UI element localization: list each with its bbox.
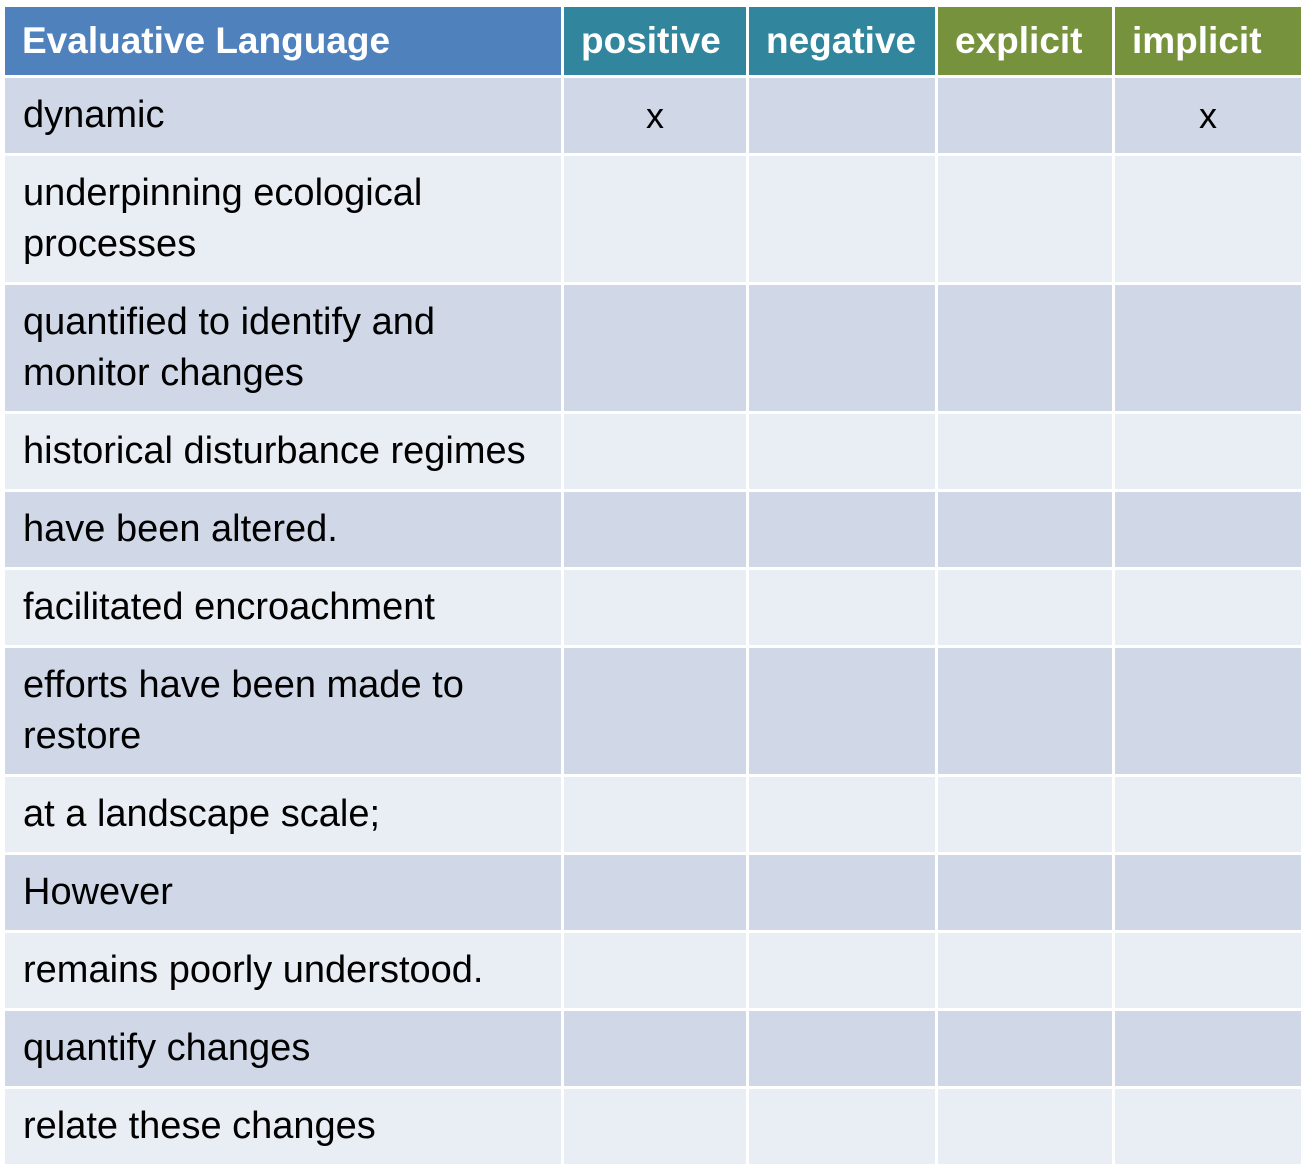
negative-cell: [746, 774, 938, 855]
table-row: facilitated encroachment: [2, 567, 1304, 648]
explicit-cell: [935, 645, 1115, 777]
negative-cell: [746, 852, 938, 933]
header-negative: negative: [746, 4, 938, 78]
table-row: However: [2, 852, 1304, 933]
negative-cell: [746, 75, 938, 156]
phrase-cell: quantify changes: [2, 1008, 564, 1089]
positive-cell: [561, 153, 749, 285]
header-row: Evaluative Language positive negative ex…: [2, 4, 1304, 78]
explicit-cell: [935, 774, 1115, 855]
positive-cell: [561, 1008, 749, 1089]
implicit-cell: [1112, 567, 1304, 648]
table-row: remains poorly understood.: [2, 930, 1304, 1011]
table-row: relate these changes: [2, 1086, 1304, 1167]
positive-cell: [561, 282, 749, 414]
positive-cell: x: [561, 75, 749, 156]
table-row: quantify changes: [2, 1008, 1304, 1089]
table-body: dynamic x x underpinning ecological proc…: [2, 75, 1304, 1167]
table-header: Evaluative Language positive negative ex…: [2, 4, 1304, 78]
explicit-cell: [935, 567, 1115, 648]
positive-cell: [561, 489, 749, 570]
negative-cell: [746, 153, 938, 285]
explicit-cell: [935, 282, 1115, 414]
positive-cell: [561, 774, 749, 855]
implicit-cell: [1112, 489, 1304, 570]
negative-cell: [746, 1086, 938, 1167]
positive-cell: [561, 567, 749, 648]
positive-cell: [561, 930, 749, 1011]
implicit-cell: x: [1112, 75, 1304, 156]
phrase-cell: efforts have been made to restore: [2, 645, 564, 777]
negative-cell: [746, 645, 938, 777]
negative-cell: [746, 567, 938, 648]
implicit-cell: [1112, 1086, 1304, 1167]
explicit-cell: [935, 852, 1115, 933]
implicit-cell: [1112, 852, 1304, 933]
table-row: quantified to identify and monitor chang…: [2, 282, 1304, 414]
table-row: have been altered.: [2, 489, 1304, 570]
implicit-cell: [1112, 153, 1304, 285]
phrase-cell: facilitated encroachment: [2, 567, 564, 648]
implicit-cell: [1112, 411, 1304, 492]
evaluative-language-table: Evaluative Language positive negative ex…: [2, 4, 1304, 1167]
explicit-cell: [935, 930, 1115, 1011]
explicit-cell: [935, 1086, 1115, 1167]
explicit-cell: [935, 411, 1115, 492]
phrase-cell: quantified to identify and monitor chang…: [2, 282, 564, 414]
phrase-cell: relate these changes: [2, 1086, 564, 1167]
negative-cell: [746, 411, 938, 492]
table-row: dynamic x x: [2, 75, 1304, 156]
positive-cell: [561, 852, 749, 933]
explicit-cell: [935, 1008, 1115, 1089]
phrase-cell: have been altered.: [2, 489, 564, 570]
header-positive: positive: [561, 4, 749, 78]
negative-cell: [746, 930, 938, 1011]
table-row: underpinning ecological processes: [2, 153, 1304, 285]
positive-cell: [561, 411, 749, 492]
positive-cell: [561, 1086, 749, 1167]
phrase-cell: However: [2, 852, 564, 933]
phrase-cell: remains poorly understood.: [2, 930, 564, 1011]
explicit-cell: [935, 153, 1115, 285]
explicit-cell: [935, 75, 1115, 156]
negative-cell: [746, 1008, 938, 1089]
header-explicit: explicit: [935, 4, 1115, 78]
positive-cell: [561, 645, 749, 777]
implicit-cell: [1112, 774, 1304, 855]
table-row: efforts have been made to restore: [2, 645, 1304, 777]
header-implicit: implicit: [1112, 4, 1304, 78]
phrase-cell: at a landscape scale;: [2, 774, 564, 855]
phrase-cell: underpinning ecological processes: [2, 153, 564, 285]
phrase-cell: dynamic: [2, 75, 564, 156]
phrase-cell: historical disturbance regimes: [2, 411, 564, 492]
implicit-cell: [1112, 930, 1304, 1011]
implicit-cell: [1112, 645, 1304, 777]
negative-cell: [746, 489, 938, 570]
negative-cell: [746, 282, 938, 414]
implicit-cell: [1112, 1008, 1304, 1089]
table-row: historical disturbance regimes: [2, 411, 1304, 492]
table-row: at a landscape scale;: [2, 774, 1304, 855]
implicit-cell: [1112, 282, 1304, 414]
explicit-cell: [935, 489, 1115, 570]
header-evaluative-language: Evaluative Language: [2, 4, 564, 78]
